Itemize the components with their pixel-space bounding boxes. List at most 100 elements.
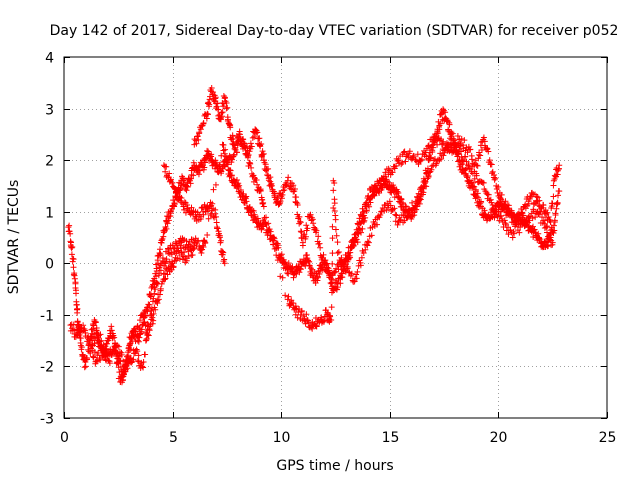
data-point	[392, 211, 399, 218]
data-point	[400, 149, 407, 156]
data-point	[437, 120, 444, 127]
data-point	[505, 202, 512, 209]
data-point	[551, 227, 558, 234]
data-point	[297, 228, 304, 235]
data-point	[80, 322, 87, 329]
data-point	[163, 163, 170, 170]
data-point	[73, 326, 80, 333]
data-point	[230, 153, 237, 160]
data-point	[488, 161, 495, 168]
data-point	[523, 221, 530, 228]
data-point	[229, 172, 236, 179]
data-point	[485, 148, 492, 155]
data-point	[316, 270, 323, 277]
data-point	[85, 333, 92, 340]
data-point	[463, 158, 470, 165]
data-point	[142, 351, 149, 358]
data-point	[446, 148, 453, 155]
data-point	[540, 217, 547, 224]
data-point	[177, 245, 184, 252]
data-point	[454, 132, 461, 139]
data-point	[88, 326, 95, 333]
data-point	[533, 193, 540, 200]
data-point	[334, 249, 341, 256]
data-point	[250, 207, 257, 214]
data-point	[389, 169, 396, 176]
x-tick-label: 15	[382, 430, 400, 446]
data-point	[476, 149, 483, 156]
y-tick-label: -2	[40, 360, 54, 376]
data-point	[265, 220, 272, 227]
data-point	[332, 226, 339, 233]
data-point	[473, 172, 480, 179]
data-point	[543, 224, 550, 231]
data-point	[436, 137, 443, 144]
y-tick-label: 0	[45, 257, 54, 273]
data-point	[202, 239, 209, 246]
data-point	[428, 166, 435, 173]
data-point	[377, 212, 384, 219]
data-point	[135, 338, 142, 345]
data-point	[110, 346, 117, 353]
data-point	[242, 194, 249, 201]
data-point	[214, 168, 221, 175]
data-point	[424, 165, 431, 172]
data-point	[197, 126, 204, 133]
data-point	[345, 255, 352, 262]
data-point	[456, 142, 463, 149]
data-point	[298, 307, 305, 314]
x-tick-label: 5	[169, 430, 178, 446]
data-point	[540, 202, 547, 209]
data-point	[539, 214, 546, 221]
data-point	[353, 271, 360, 278]
data-point	[328, 317, 335, 324]
data-point	[284, 296, 291, 303]
data-point	[498, 191, 505, 198]
data-point	[337, 280, 344, 287]
data-point	[111, 334, 118, 341]
data-point	[401, 148, 408, 155]
data-point	[163, 256, 170, 263]
data-point	[429, 163, 436, 170]
data-point	[330, 187, 337, 194]
data-point	[70, 264, 77, 271]
data-point	[422, 149, 429, 156]
data-point	[137, 317, 144, 324]
data-point	[247, 160, 254, 167]
data-point	[278, 251, 285, 258]
data-point	[440, 138, 447, 145]
data-point	[260, 199, 267, 206]
data-point	[93, 358, 100, 365]
data-point	[366, 203, 373, 210]
data-point	[368, 232, 375, 239]
data-point	[227, 124, 234, 131]
data-point	[345, 268, 352, 275]
data-point	[329, 279, 336, 286]
data-point	[134, 337, 141, 344]
data-point	[549, 200, 556, 207]
data-point	[433, 160, 440, 167]
data-point	[454, 151, 461, 158]
data-point	[200, 119, 207, 126]
data-point	[258, 140, 265, 147]
data-point	[158, 280, 165, 287]
data-point	[292, 303, 299, 310]
data-point	[401, 217, 408, 224]
data-point	[361, 217, 368, 224]
data-point	[285, 174, 292, 181]
data-point	[220, 249, 227, 256]
data-point	[485, 191, 492, 198]
data-point	[387, 202, 394, 209]
data-point	[372, 188, 379, 195]
data-point	[422, 178, 429, 185]
data-point	[190, 236, 197, 243]
data-point	[91, 348, 98, 355]
y-tick-label: -1	[40, 309, 54, 325]
data-point	[189, 251, 196, 258]
data-point	[249, 134, 256, 141]
data-point	[195, 136, 202, 143]
data-point	[365, 239, 372, 246]
data-point	[526, 217, 533, 224]
data-point	[294, 202, 301, 209]
